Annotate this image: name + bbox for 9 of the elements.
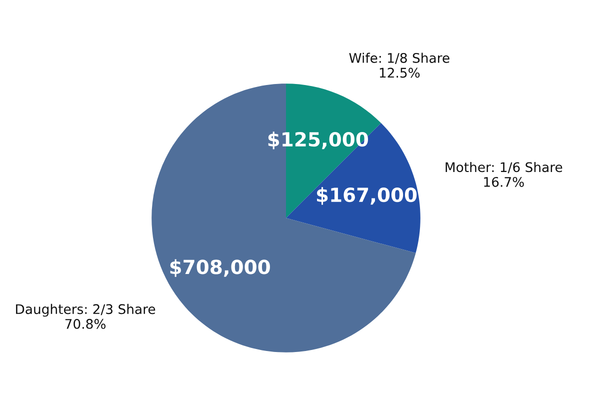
data-label: $167,000 [316, 187, 417, 205]
text: 12.5% [380, 68, 420, 78]
text: 70.8% [65, 318, 106, 329]
slice-label: Mother: 1/6 Share [446, 162, 562, 174]
slice-label: Daughters: 2/3 Share [16, 304, 156, 317]
data-label: $125,000 [268, 132, 368, 150]
slice-label: Wife: 1/8 Share [349, 52, 450, 64]
data-label: $708,000 [170, 259, 270, 277]
text: 16.7% [484, 176, 524, 187]
